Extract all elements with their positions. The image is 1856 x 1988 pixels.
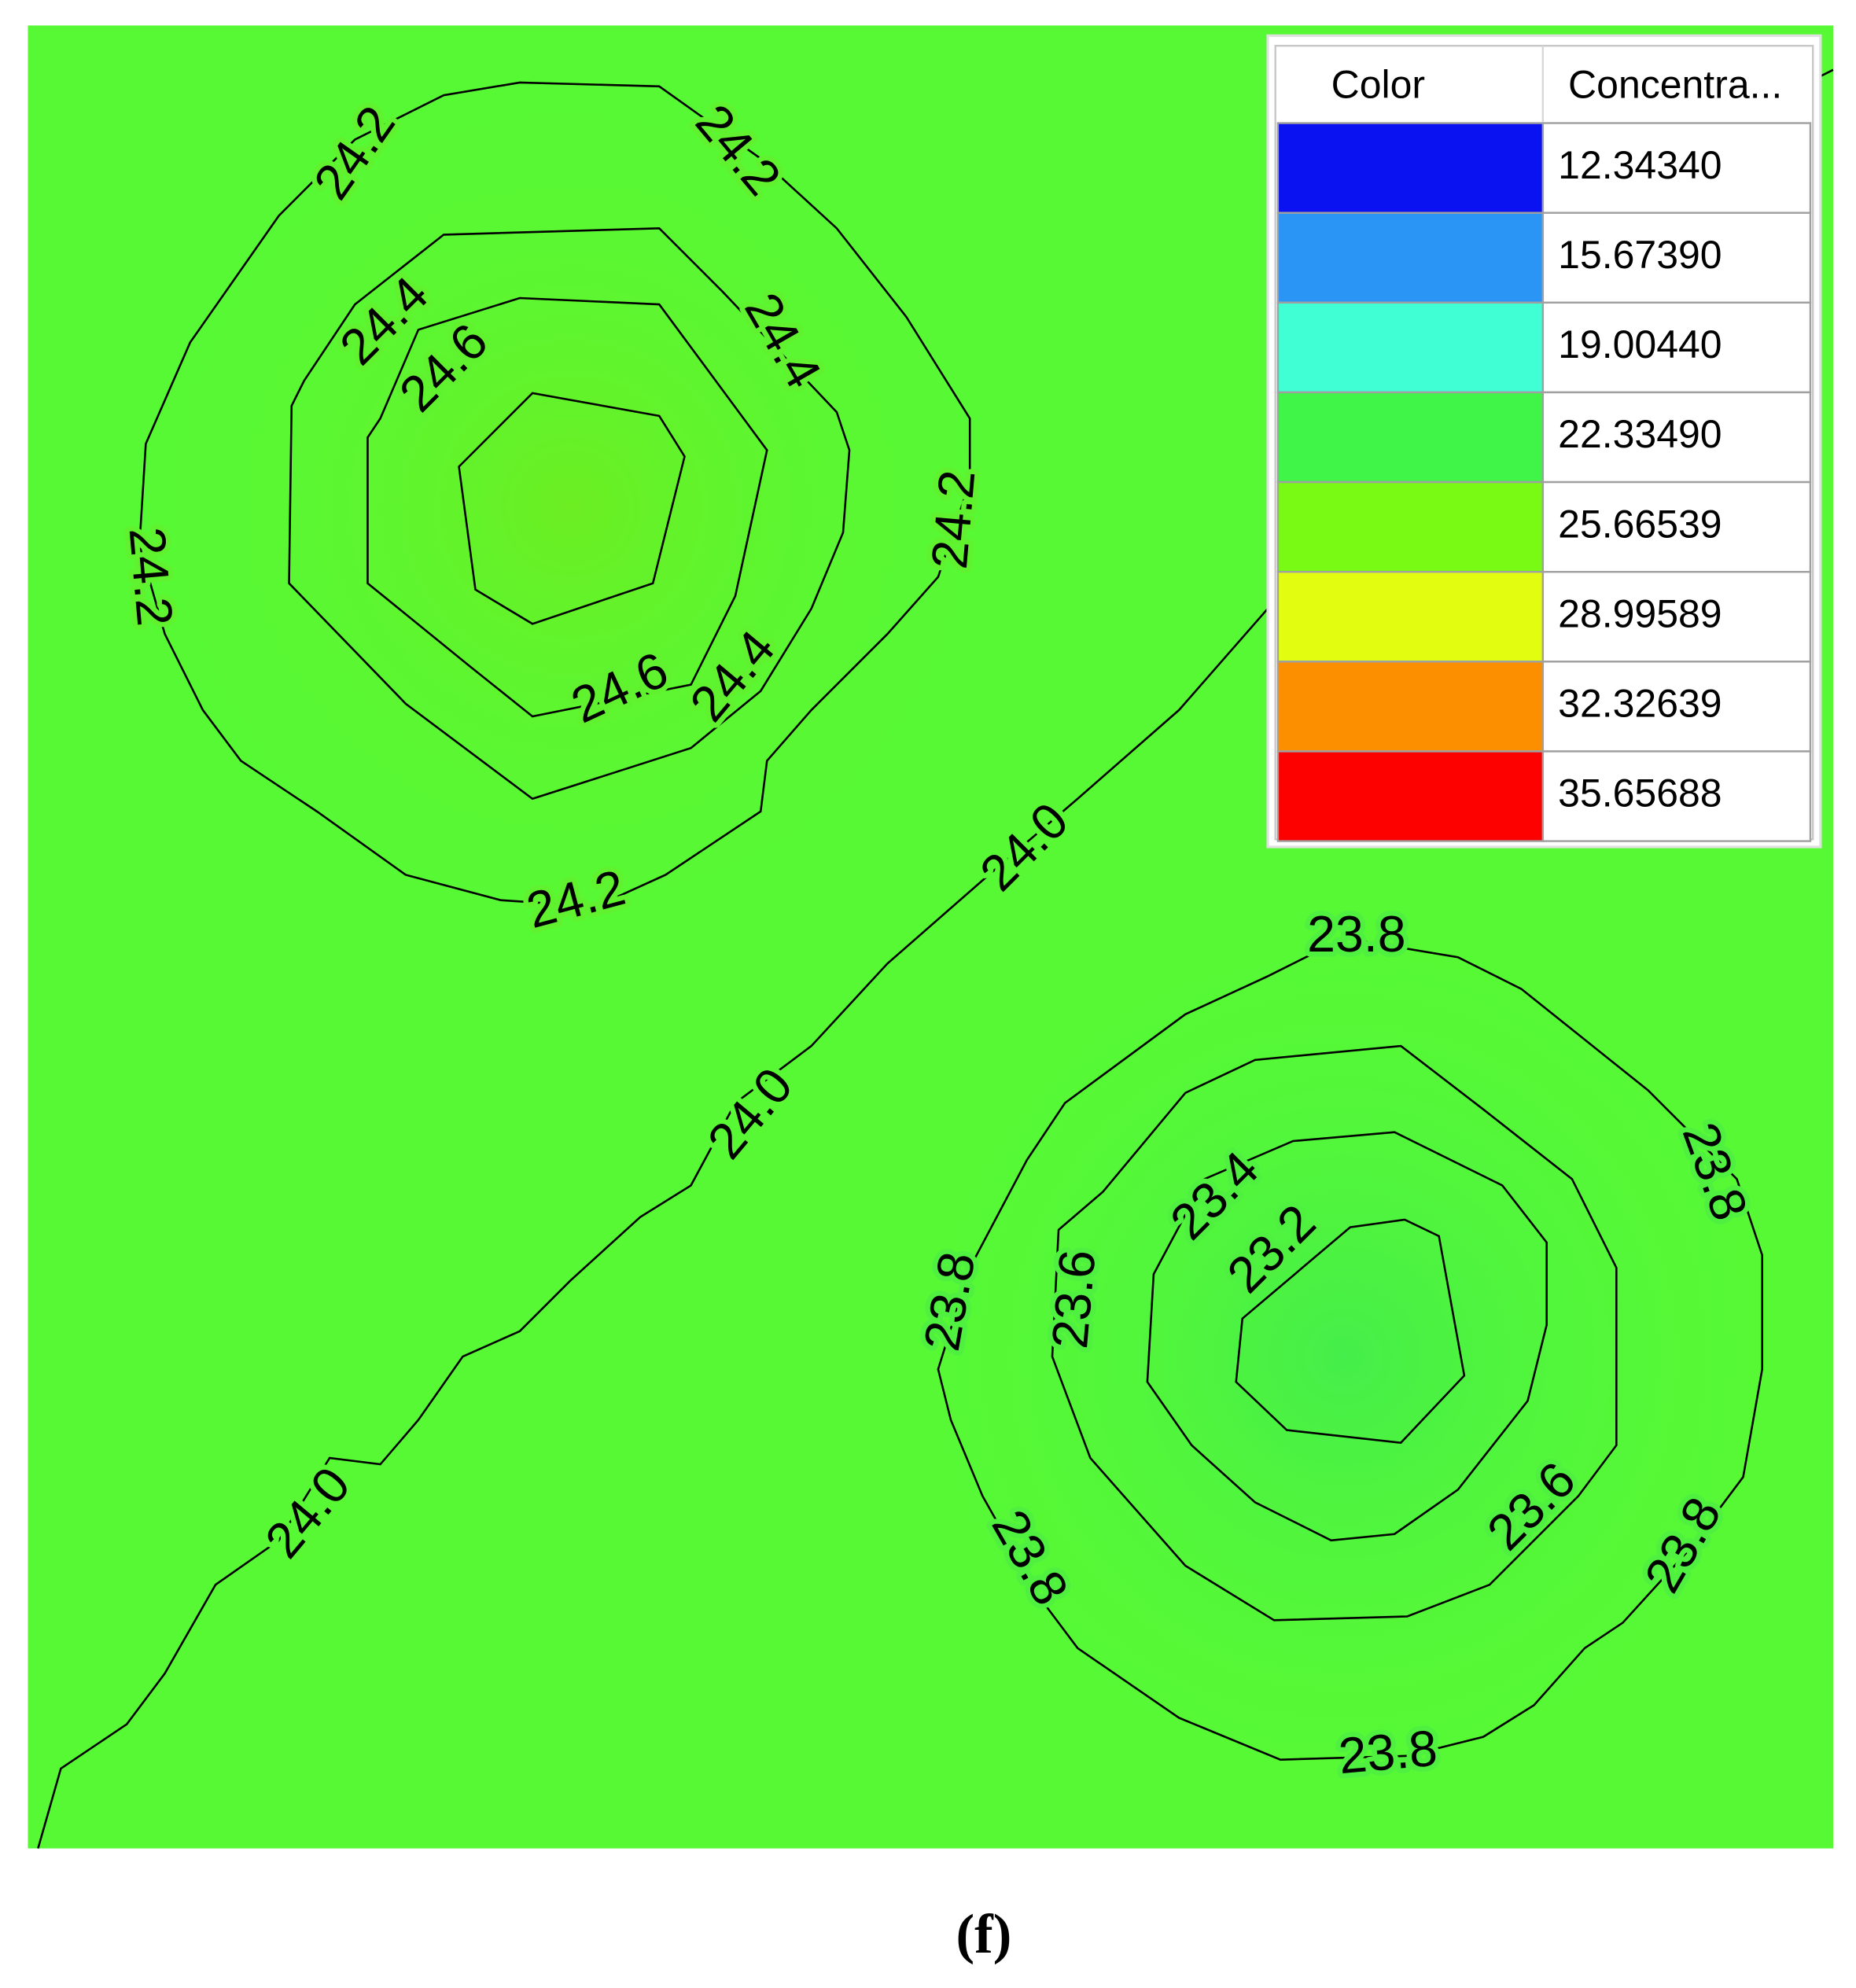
legend-swatch	[1276, 570, 1545, 663]
legend-value: 22.33490	[1558, 412, 1722, 456]
contour-label: 23.8	[1336, 1720, 1439, 1785]
legend-swatch	[1276, 750, 1545, 842]
legend-header: Color	[1331, 63, 1425, 107]
legend-value: 35.65688	[1558, 771, 1722, 815]
legend-swatch	[1276, 122, 1545, 214]
legend-value: 19.00440	[1558, 322, 1722, 366]
legend-value: 32.32639	[1558, 682, 1722, 726]
contour-line	[1146, 1131, 1548, 1542]
legend-swatch	[1276, 661, 1545, 753]
legend-swatch	[1276, 301, 1545, 394]
legend-swatch	[1276, 212, 1545, 304]
contour-line	[458, 392, 686, 625]
legend-swatch	[1276, 480, 1545, 573]
legend-header: Concentra...	[1568, 63, 1782, 107]
caption: (f)	[956, 1904, 1012, 1965]
legend-value: 12.34340	[1558, 143, 1722, 187]
contour-line	[366, 296, 768, 718]
legend-row-cell	[1541, 750, 1812, 842]
contour-line	[37, 608, 1269, 1849]
legend-row-cell	[1541, 570, 1812, 663]
contour-line	[937, 937, 1763, 1761]
contour-line	[1235, 1218, 1466, 1445]
contour-line	[288, 227, 851, 801]
legend-swatch	[1276, 391, 1545, 484]
legend-row-cell	[1541, 301, 1812, 394]
legend-row-cell	[1541, 480, 1812, 573]
contour-line	[138, 81, 971, 908]
legend-row-cell	[1541, 391, 1812, 484]
legend: Color Concentra... 12.34340 15.67390 19.00…	[1266, 34, 1822, 849]
contour-label: 24.2	[921, 468, 986, 571]
legend-value: 28.99589	[1558, 591, 1722, 635]
contour-label: 23.6	[1041, 1247, 1107, 1350]
legend-value: 15.67390	[1558, 233, 1722, 277]
contour-line	[1051, 1044, 1618, 1622]
legend-value: 25.66539	[1558, 502, 1722, 546]
contour-label: 24.2	[119, 525, 184, 628]
contour-label: 23.8	[1307, 906, 1405, 963]
